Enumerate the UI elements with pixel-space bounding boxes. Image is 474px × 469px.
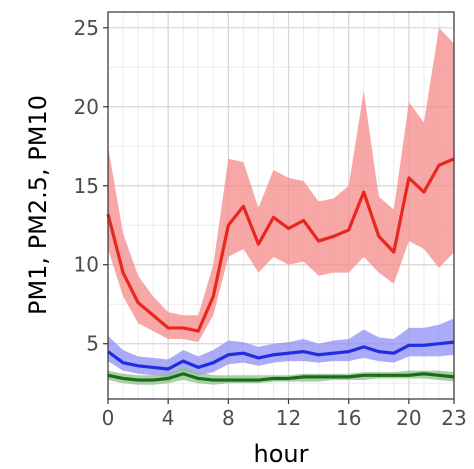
plot-panel-border bbox=[107, 11, 455, 400]
band-layer bbox=[108, 27, 454, 385]
y-tick-label: 15 bbox=[74, 174, 99, 198]
x-tick-label: 20 bbox=[396, 406, 421, 430]
y-axis-title: PM1, PM2.5, PM10 bbox=[24, 95, 52, 315]
x-tick-label: 16 bbox=[336, 406, 361, 430]
x-tick-label: 8 bbox=[222, 406, 235, 430]
series-1-line bbox=[106, 157, 455, 333]
series-3-ribbon bbox=[108, 367, 454, 385]
line-layer bbox=[106, 157, 455, 382]
series-2-line bbox=[107, 340, 455, 371]
x-tick-label: 12 bbox=[276, 406, 301, 430]
series-3-line bbox=[107, 372, 455, 382]
series-2-ribbon bbox=[108, 318, 454, 377]
x-axis-title: hour bbox=[254, 440, 309, 468]
x-tick-label: 23 bbox=[441, 406, 466, 430]
y-tick-label: 10 bbox=[74, 253, 99, 277]
x-tick-label: 0 bbox=[102, 406, 115, 430]
series-1-ribbon bbox=[108, 27, 454, 343]
y-tick-label: 5 bbox=[86, 332, 99, 356]
y-tick-label: 25 bbox=[74, 16, 99, 40]
x-tick-label: 4 bbox=[162, 406, 175, 430]
y-tick-label: 20 bbox=[74, 95, 99, 119]
axis-layer: 0 4 8 12 16 20 23 5 10 15 20 25 bbox=[74, 16, 467, 430]
